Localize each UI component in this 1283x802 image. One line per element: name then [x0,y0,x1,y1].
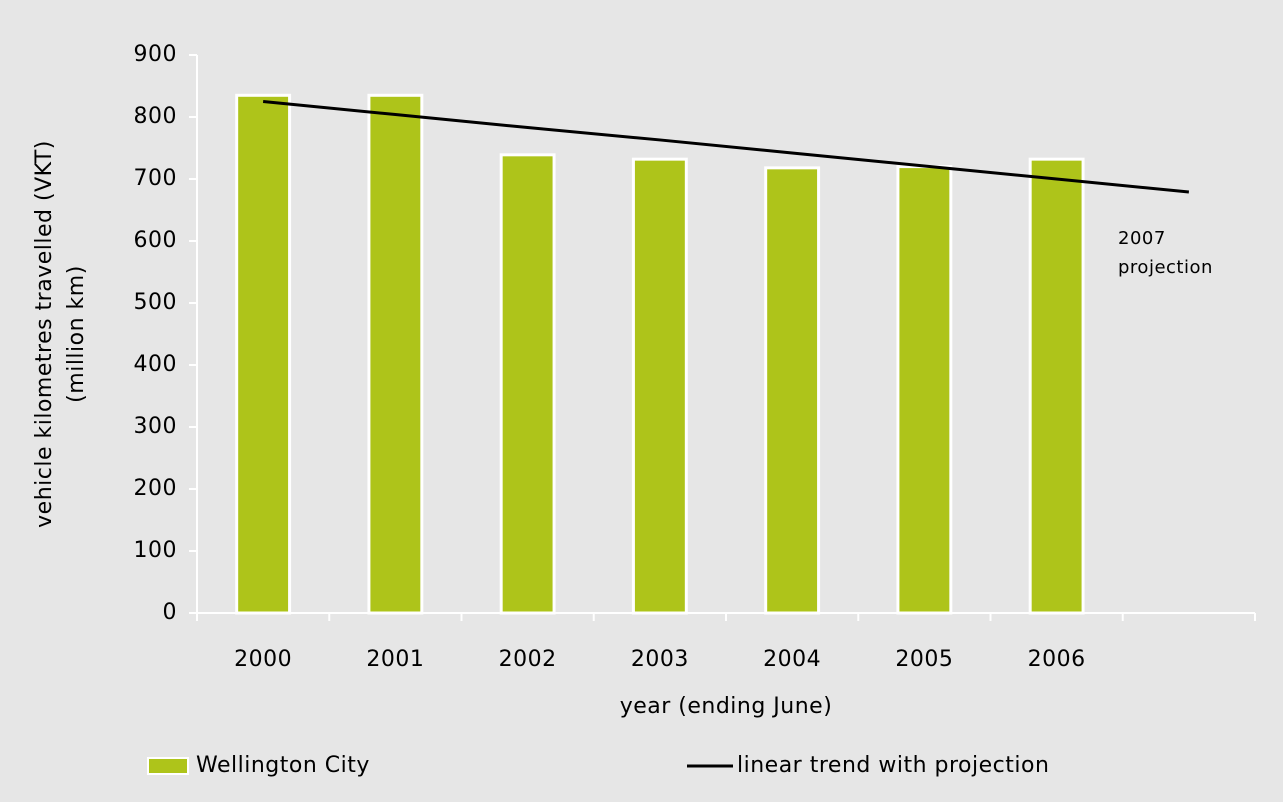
bar [896,165,953,615]
x-tick-label: 2001 [366,647,424,672]
y-tick-label: 0 [163,600,178,625]
x-tick-label: 2005 [895,647,953,672]
y-tick-label: 700 [134,166,178,191]
bar [367,93,424,615]
y-tick-label: 500 [134,290,178,315]
legend-label: linear trend with projection [737,753,1049,778]
x-tick-label: 2004 [763,647,821,672]
x-tick-label: 2003 [631,647,689,672]
x-tick-label: 2006 [1028,647,1086,672]
y-tick-label: 400 [134,352,178,377]
annotation: projection [1118,257,1213,278]
y-tick-label: 300 [134,414,178,439]
y-tick-label: 900 [134,42,178,67]
y-tick-label: 100 [134,538,178,563]
bar [235,93,292,615]
bar [764,166,821,615]
y-tick-label: 800 [134,104,178,129]
trend-line [262,100,1190,194]
x-tick-label: 2000 [234,647,292,672]
y-axis-label: (million km) [64,265,89,403]
bar [1028,157,1085,615]
y-axis-label: vehicle kilometres travelled (VKT) [32,140,57,528]
y-tick-label: 600 [134,228,178,253]
bar [631,157,688,615]
legend-label: Wellington City [196,753,370,778]
bar [499,153,556,615]
x-axis-label: year (ending June) [620,694,833,719]
annotation: 2007 [1118,228,1166,249]
x-tick-label: 2002 [499,647,557,672]
y-tick-label: 200 [134,476,178,501]
legend-swatch [147,757,189,775]
